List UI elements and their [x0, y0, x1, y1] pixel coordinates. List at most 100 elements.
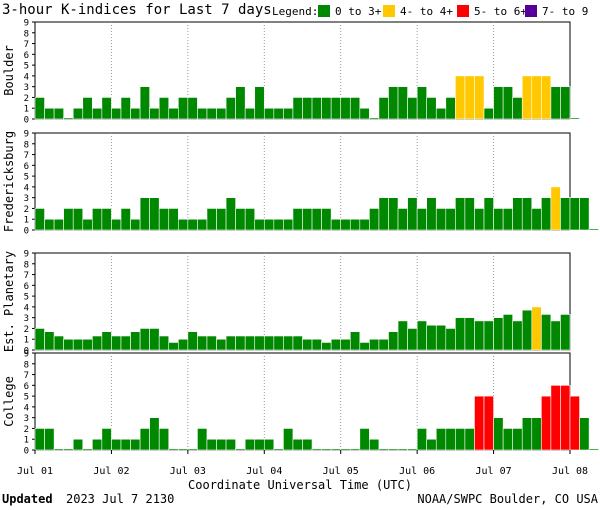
bar-boulder-54: [550, 86, 561, 120]
x-tick-label: Jul 06: [399, 466, 435, 477]
bar-est-planetary-46: [474, 320, 485, 351]
bar-boulder-44: [455, 75, 466, 120]
bar-fredericksburg-38: [397, 208, 408, 231]
bar-college-25: [273, 448, 284, 451]
bar-boulder-26: [283, 107, 294, 120]
y-tick-label: 3: [24, 414, 29, 424]
bar-est-planetary-18: [206, 335, 217, 351]
bar-boulder-47: [483, 107, 494, 120]
bar-boulder-3: [63, 117, 74, 120]
bar-fredericksburg-44: [455, 197, 466, 231]
bar-est-planetary-38: [397, 320, 408, 351]
bar-college-5: [82, 448, 93, 451]
bar-est-planetary-15: [178, 338, 189, 351]
bar-college-36: [378, 448, 389, 451]
bar-est-planetary-52: [531, 306, 542, 351]
y-tick-label: 1: [24, 105, 29, 115]
x-tick-label: Jul 02: [93, 466, 129, 477]
bar-est-planetary-5: [82, 338, 93, 351]
bar-est-planetary-36: [378, 338, 389, 351]
bar-boulder-12: [149, 107, 160, 120]
bar-college-21: [235, 448, 246, 451]
bar-college-39: [407, 448, 418, 451]
bar-boulder-24: [263, 107, 275, 120]
legend: 0 to 3+ 4- to 4+ 5- to 6+ 7- to 9: [318, 5, 588, 18]
bar-college-8: [111, 438, 122, 451]
panel-label-college: College: [2, 376, 16, 427]
bar-college-38: [397, 448, 408, 451]
y-tick-label: 4: [24, 403, 29, 413]
bar-college-14: [168, 448, 179, 451]
bar-est-planetary-19: [216, 338, 227, 351]
bar-boulder-37: [388, 86, 399, 120]
bar-fredericksburg-0: [34, 208, 45, 231]
bar-est-planetary-47: [483, 320, 494, 351]
bar-fredericksburg-31: [330, 218, 342, 231]
bar-boulder-28: [302, 97, 313, 120]
bar-boulder-36: [378, 97, 389, 120]
y-tick-label: 1: [24, 336, 29, 346]
x-tick-label: Jul 03: [170, 466, 206, 477]
bar-college-23: [254, 438, 265, 451]
bar-est-planetary-20: [225, 335, 236, 351]
x-tick-label: Jul 01: [17, 466, 53, 477]
bar-est-planetary-9: [120, 335, 131, 351]
bar-fredericksburg-55: [560, 197, 571, 231]
legend-swatch-4-to-4: [383, 5, 395, 17]
bar-boulder-48: [493, 86, 504, 120]
bar-college-35: [369, 438, 380, 451]
y-tick-label: 9: [24, 19, 29, 29]
updated-label: Updated: [2, 492, 53, 506]
bar-est-planetary-7: [101, 331, 112, 351]
bar-fredericksburg-1: [44, 218, 55, 231]
bar-college-20: [225, 438, 236, 451]
x-tick-label: Jul 05: [323, 466, 359, 477]
bar-boulder-0: [34, 97, 45, 120]
bar-college-44: [455, 428, 466, 451]
bar-boulder-40: [416, 86, 427, 120]
y-tick-label: 2: [24, 205, 29, 215]
y-tick-label: 1: [24, 216, 29, 226]
bar-fredericksburg-35: [369, 208, 380, 231]
y-tick-label: 9: [24, 130, 29, 140]
y-tick-label: 4: [24, 183, 29, 193]
bar-est-planetary-37: [388, 331, 399, 351]
bar-fredericksburg-20: [225, 197, 236, 231]
y-tick-label: 5: [24, 393, 29, 403]
y-tick-label: 7: [24, 371, 29, 381]
bar-boulder-13: [158, 97, 170, 120]
y-tick-label: 3: [24, 314, 29, 324]
y-tick-label: 3: [24, 194, 29, 204]
bar-est-planetary-8: [111, 335, 122, 351]
y-tick-label: 0: [24, 227, 29, 237]
bar-fredericksburg-11: [139, 197, 150, 231]
y-tick-label: 5: [24, 293, 29, 303]
bar-est-planetary-40: [416, 320, 427, 351]
bar-college-19: [216, 438, 227, 451]
bar-boulder-32: [340, 97, 351, 120]
bar-college-15: [178, 448, 189, 451]
y-tick-label: 6: [24, 162, 29, 172]
bar-est-planetary-3: [63, 338, 74, 351]
bar-fredericksburg-49: [502, 208, 513, 231]
bar-est-planetary-26: [283, 335, 294, 351]
bar-college-18: [206, 438, 217, 451]
bar-fredericksburg-51: [521, 197, 533, 231]
bar-fredericksburg-3: [63, 208, 74, 231]
bar-est-planetary-4: [72, 338, 84, 351]
y-tick-label: 5: [24, 62, 29, 72]
bar-college-47: [483, 395, 494, 451]
bar-boulder-50: [512, 97, 523, 120]
legend-swatch-0-to-3: [318, 5, 330, 17]
y-tick-label: 9: [24, 350, 29, 360]
bar-est-planetary-16: [187, 331, 198, 351]
bar-fredericksburg-19: [216, 208, 227, 231]
bar-est-planetary-31: [330, 338, 342, 351]
panels: 0123456789Boulder0123456789Fredericksbur…: [2, 19, 599, 457]
bar-college-2: [53, 448, 64, 451]
legend-entry-0-to-3: 0 to 3+: [335, 5, 382, 18]
bar-college-42: [435, 428, 447, 451]
bar-est-planetary-42: [435, 324, 447, 351]
